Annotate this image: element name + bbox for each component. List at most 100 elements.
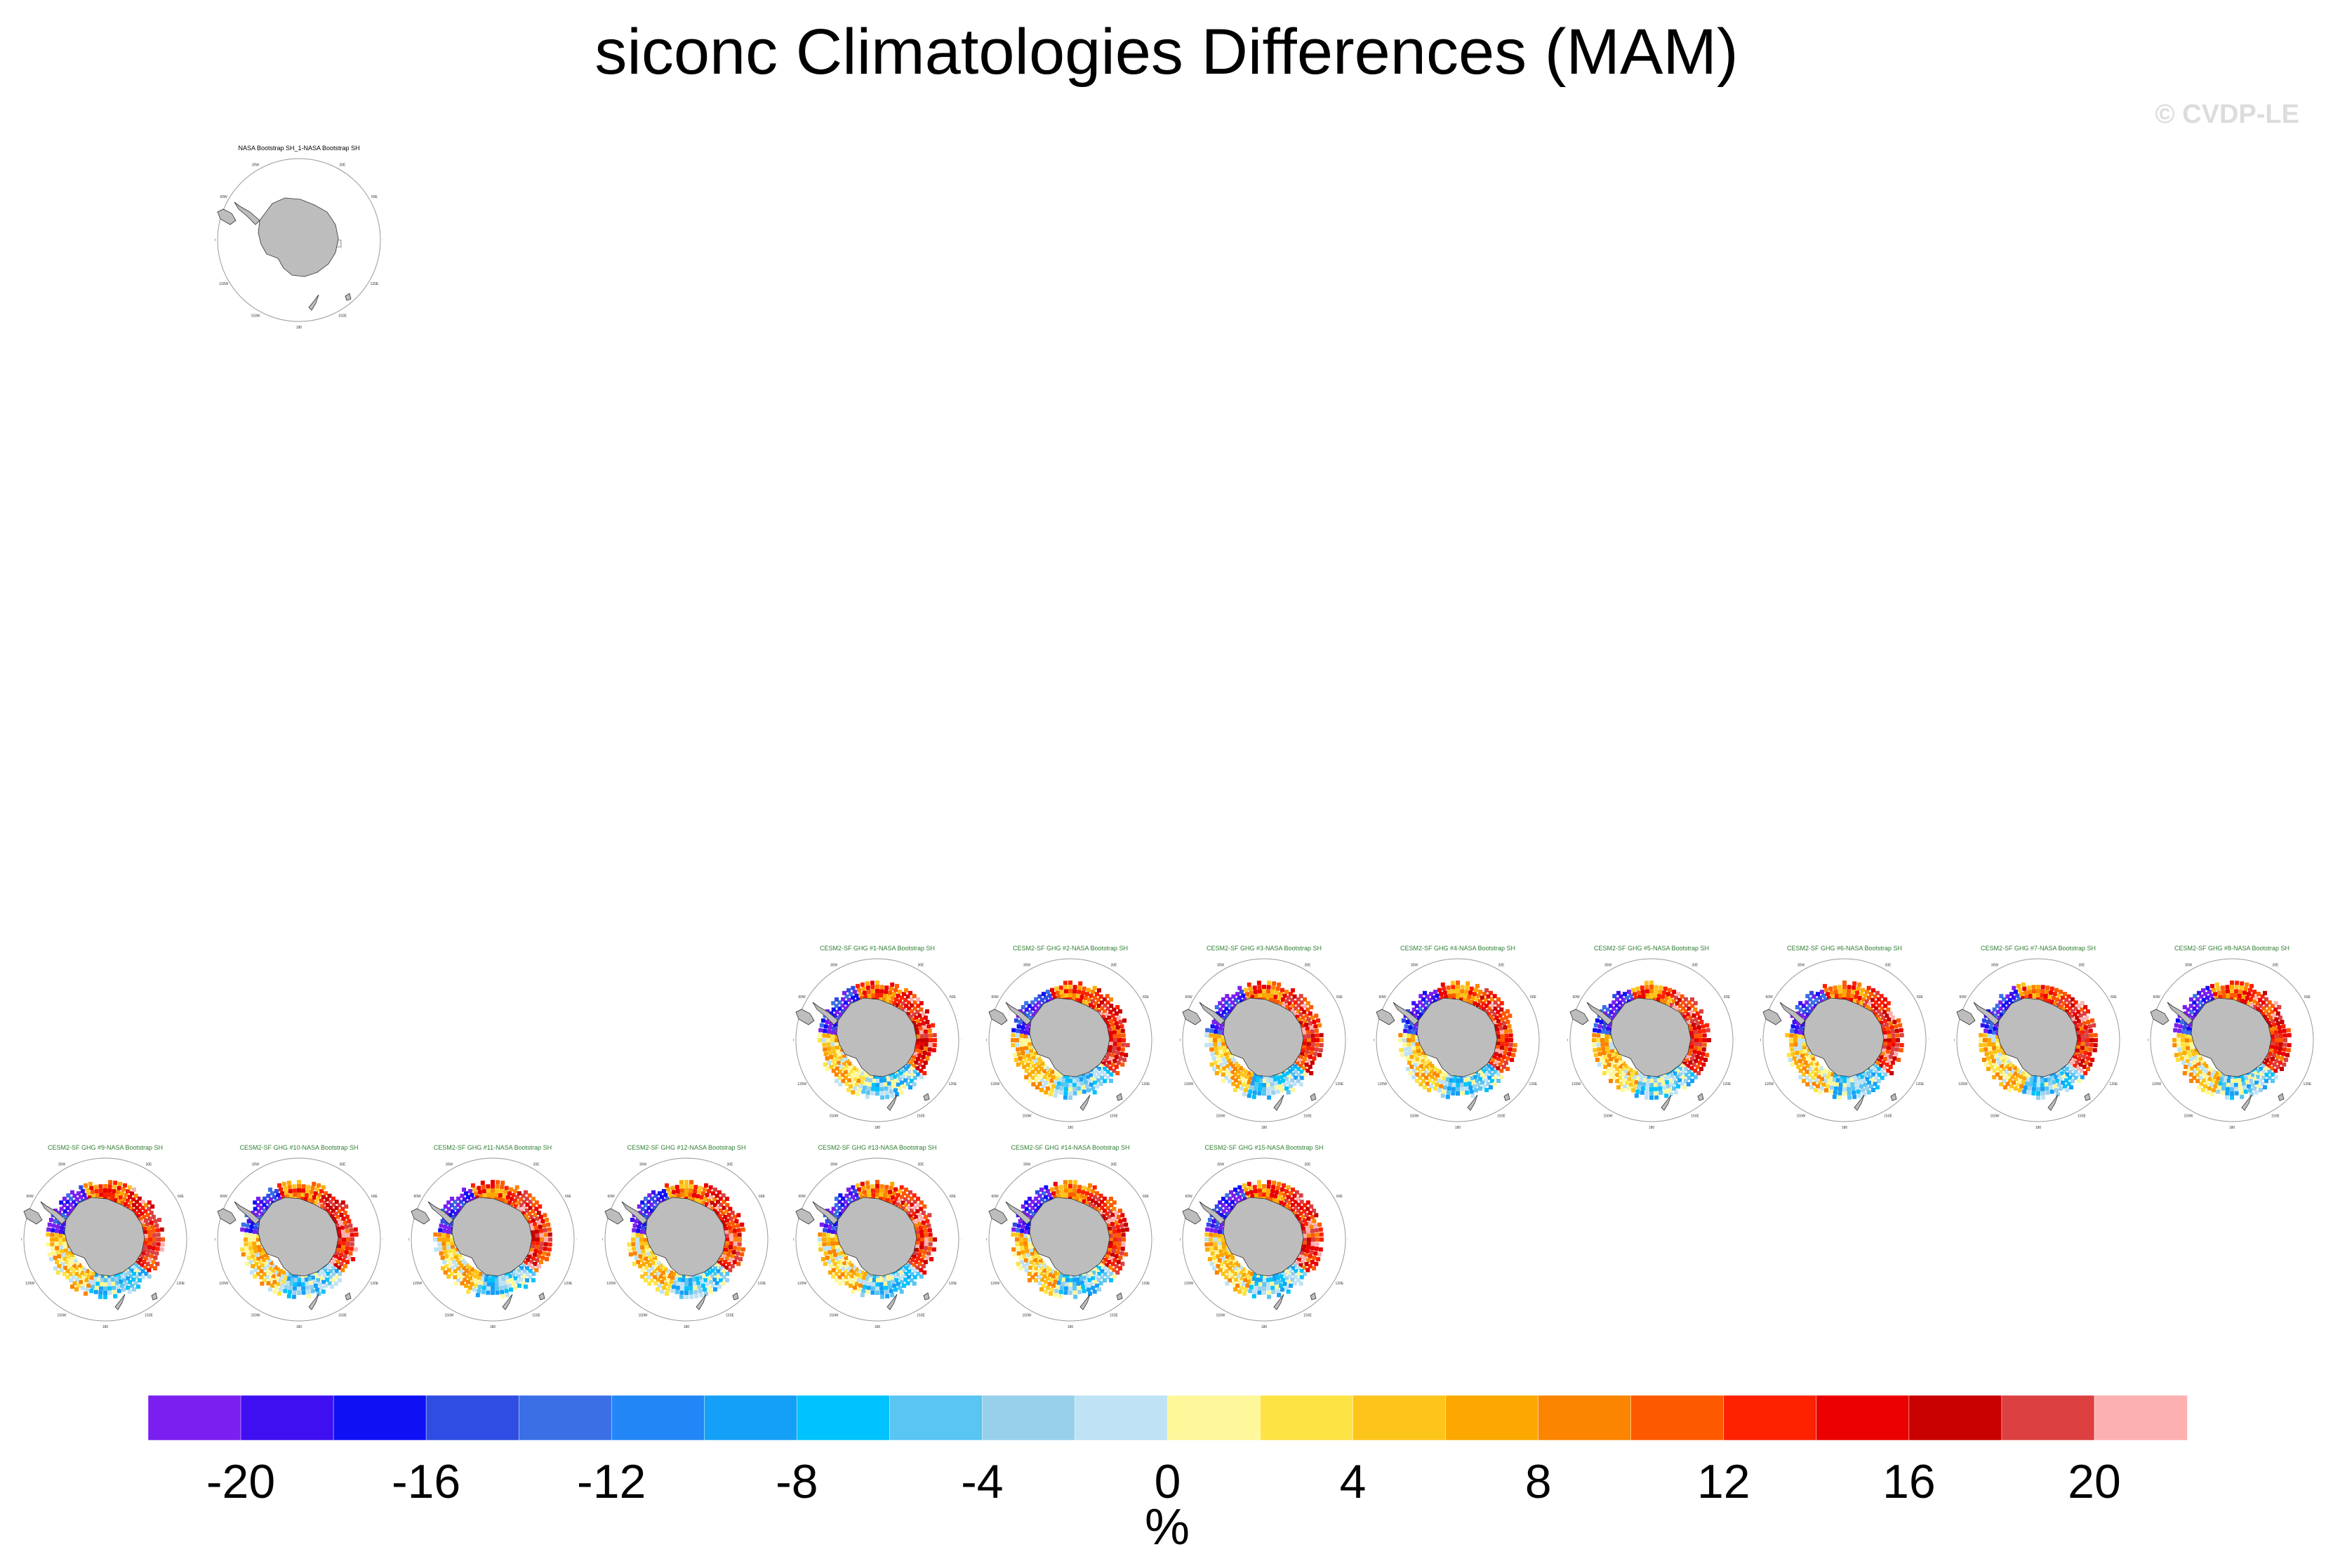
grid-cell [156,1233,161,1237]
grid-cell [1039,997,1044,1002]
grid-cell [1865,999,1869,1004]
grid-cell [2061,1080,2065,1085]
grid-cell [2254,1090,2259,1095]
grid-cell [345,1242,350,1247]
grid-cell [647,1211,652,1216]
grid-cell [55,1224,60,1229]
grid-cell [58,1233,63,1238]
grid-cell [300,1282,305,1287]
grid-cell [1415,1079,1419,1083]
grid-cell [912,1075,917,1080]
grid-cell [333,1254,338,1259]
grid-cell [482,1282,487,1286]
grid-cell [55,1250,60,1255]
grid-cell [1449,1074,1454,1079]
longitude-label: 30E [2079,964,2086,968]
grid-cell [875,985,879,989]
grid-cell [467,1285,472,1290]
grid-cell [1476,1073,1480,1078]
grid-cell [2040,997,2045,1002]
grid-cell [248,1233,253,1237]
grid-cell [103,1295,107,1299]
grid-cell [1804,1075,1809,1080]
grid-cell [525,1208,529,1213]
grid-cell [2189,997,2193,1002]
grid-cell [504,1289,509,1294]
new-zealand [114,1294,126,1310]
grid-cell [693,1189,698,1194]
grid-cell [2241,995,2246,999]
grid-cell [689,1290,693,1295]
grid-cell [2271,1079,2275,1083]
grid-cell [923,1061,928,1065]
grid-cell [1871,1088,1875,1092]
grid-cell [1094,1001,1098,1006]
grid-cell [2205,1080,2209,1085]
grid-cell [2065,1009,2069,1014]
grid-cell [665,1183,669,1188]
grid-cell [116,1190,121,1195]
grid-cell [1689,1045,1694,1050]
grid-cell [122,1197,126,1201]
grid-cell [1301,1028,1305,1032]
grid-cell [917,1023,922,1028]
grid-cell [675,1189,680,1194]
grid-cell [462,1266,466,1270]
grid-cell [1842,1075,1847,1079]
grid-cell [2195,1003,2200,1008]
grid-cell [1673,1090,1678,1095]
grid-cell [95,1193,100,1197]
grid-cell [1315,1038,1320,1042]
grid-cell [287,1289,292,1294]
longitude-label: 150E [532,1313,540,1317]
grid-cell [1218,1068,1223,1073]
grid-cell [1294,1075,1298,1080]
polar-map: 030E60E90E120E150E180150W120W90W60W30W [1180,955,1348,1129]
grid-cell [244,1233,248,1237]
grid-cell [921,1011,926,1016]
grid-cell [650,1278,655,1283]
grid-cell [1990,1065,1995,1069]
grid-cell [1217,1034,1222,1039]
grid-cell [912,1021,917,1025]
grid-cell [1880,1070,1885,1074]
map-panel: CESM2-SF GHG #12-NASA Bootstrap SH030E60… [602,1144,771,1328]
grid-cell [2003,1085,2007,1090]
grid-cell [2233,993,2238,998]
grid-cell [2195,1050,2200,1055]
grid-cell [1629,1073,1633,1078]
grid-cell [535,1241,540,1246]
longitude-label: 150W [444,1313,453,1317]
grid-cell [1287,1001,1292,1006]
grid-cell [904,1004,909,1008]
grid-cell [1887,1038,1892,1042]
grid-cell [642,1252,646,1257]
grid-cell [286,1277,291,1281]
grid-cell [933,1038,937,1042]
grid-cell [2191,1061,2195,1065]
grid-cell [332,1217,337,1221]
grid-cell [2242,990,2247,995]
grid-cell [458,1205,463,1210]
grid-cell [2203,992,2207,997]
grid-cell [1469,986,1474,991]
grid-cell [1451,993,1456,998]
grid-cell [906,1064,911,1069]
grid-cell [142,1248,147,1252]
grid-cell [1693,1001,1698,1006]
grid-cell [1068,1087,1072,1091]
grid-cell [2012,995,2016,1000]
grid-cell [1456,981,1460,985]
grid-cell [1627,1077,1631,1082]
grid-cell [861,1076,866,1081]
grid-cell [1482,1084,1487,1089]
grid-cell [1830,1072,1835,1077]
grid-cell [1446,1073,1451,1078]
grid-cell [1094,1075,1098,1079]
grid-cell [832,1053,837,1058]
grid-cell [1631,1088,1635,1093]
longitude-label: 150E [338,1313,347,1317]
grid-cell [1856,1076,1861,1081]
grid-cell [924,1038,929,1042]
map-panel: CESM2-SF GHG #9-NASA Bootstrap SH030E60E… [21,1144,190,1328]
